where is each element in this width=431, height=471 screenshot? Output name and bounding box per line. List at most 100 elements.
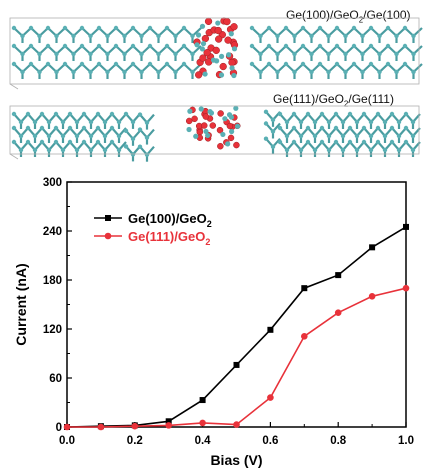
ge-atom (190, 69, 195, 75)
ge-atom (147, 43, 153, 49)
o-atom (217, 142, 224, 150)
ge-atom (226, 52, 232, 58)
o-atom (230, 23, 238, 31)
ge-atom (71, 69, 76, 75)
ge-atom (37, 51, 42, 57)
ge-atom (402, 61, 408, 67)
ge-atom (74, 119, 80, 125)
ge-atom (298, 133, 304, 139)
ge-atom (96, 25, 102, 31)
ge-atom (312, 147, 318, 153)
o-atom (199, 54, 207, 62)
ge-atom (122, 51, 127, 57)
ge-atom (79, 25, 85, 31)
ge-atom (193, 133, 199, 139)
ge-atom (326, 147, 332, 153)
ge-atom (194, 42, 200, 48)
series-line-0 (66, 226, 407, 428)
ge-atom (20, 51, 25, 57)
y-tick-label: 0 (56, 422, 62, 434)
ge-atom (46, 133, 52, 139)
ge-atom (186, 126, 192, 133)
ge-atom (62, 61, 68, 67)
data-point-square (165, 418, 172, 425)
ge-atom (11, 139, 17, 145)
ge-atom (95, 111, 101, 117)
x-tick-label: 0.4 (195, 435, 212, 447)
ge-atom (32, 133, 38, 139)
ge-atom (389, 139, 395, 145)
ge-atom (368, 25, 374, 31)
ge-atom (137, 127, 143, 132)
ge-atom (298, 119, 304, 125)
ge-atom (45, 43, 51, 49)
ge-atom (181, 43, 187, 49)
ge-atom (226, 112, 233, 118)
ge-atom (81, 139, 87, 145)
ge-atom (326, 51, 331, 57)
current-bias-chart: 0 60 120 180 240 300 0.0 0.2 0.4 0.6 0.8 1.0 Bias (V… (13, 177, 414, 468)
ge-atom (54, 51, 59, 57)
ge-atom (53, 125, 59, 131)
ge-atom (11, 25, 17, 31)
ge-atom (343, 33, 348, 39)
ge-atom (375, 125, 381, 131)
ge-atom (71, 51, 76, 57)
data-point-square (233, 361, 240, 368)
ge-atom (402, 25, 408, 31)
ge-atom (347, 111, 353, 117)
ge-atom (102, 147, 108, 153)
ge-atom (396, 147, 402, 153)
ge-atom (351, 25, 357, 31)
ge-atom (340, 147, 346, 153)
ge-atom (25, 111, 31, 117)
o-atom (204, 17, 213, 26)
ge-atom (164, 25, 170, 31)
ge-atom (62, 25, 68, 31)
ge-atom (225, 141, 231, 147)
o-atom (224, 36, 232, 44)
data-point-circle (131, 422, 139, 430)
ge-atom (411, 51, 416, 57)
ge-atom (410, 119, 416, 125)
ge-atom (292, 51, 297, 57)
ge-atom (25, 125, 31, 131)
ge-atom (164, 61, 170, 67)
data-point-circle (63, 423, 71, 431)
ge-atom (208, 110, 215, 116)
ge-atom (300, 61, 306, 67)
ge-atom (122, 33, 127, 39)
ge-atom (81, 111, 87, 117)
o-atom (219, 62, 227, 71)
ge-atom (334, 61, 340, 67)
ge-atom (309, 51, 314, 57)
ge-atom (60, 119, 66, 125)
ge-atom (222, 116, 228, 122)
ge-atom (292, 33, 297, 39)
ge-atom (410, 147, 416, 153)
ge-atom (203, 128, 209, 135)
ge-atom (215, 20, 221, 26)
ge-atom (116, 119, 122, 125)
ge-atom (62, 43, 68, 49)
ge-atom (199, 46, 206, 52)
ge-atom (333, 111, 339, 117)
ge-atom (53, 139, 59, 145)
ge-atom (389, 111, 395, 117)
data-point-circle (334, 309, 342, 316)
ge-atom (333, 125, 339, 131)
ge-atom (305, 139, 311, 145)
data-point-square (369, 244, 376, 251)
ge111-structure-image (9, 105, 421, 162)
ge-atom (283, 61, 289, 67)
ge-atom (385, 43, 391, 49)
o-atom (203, 49, 211, 57)
ge-atom (284, 119, 290, 125)
ge-atom (37, 33, 42, 39)
o-atom (233, 141, 240, 149)
ge-atom (181, 61, 187, 67)
series-line-1 (67, 287, 407, 428)
ge-atom (11, 61, 17, 67)
y-tick-label: 240 (43, 226, 62, 238)
ge-atom (147, 25, 153, 31)
